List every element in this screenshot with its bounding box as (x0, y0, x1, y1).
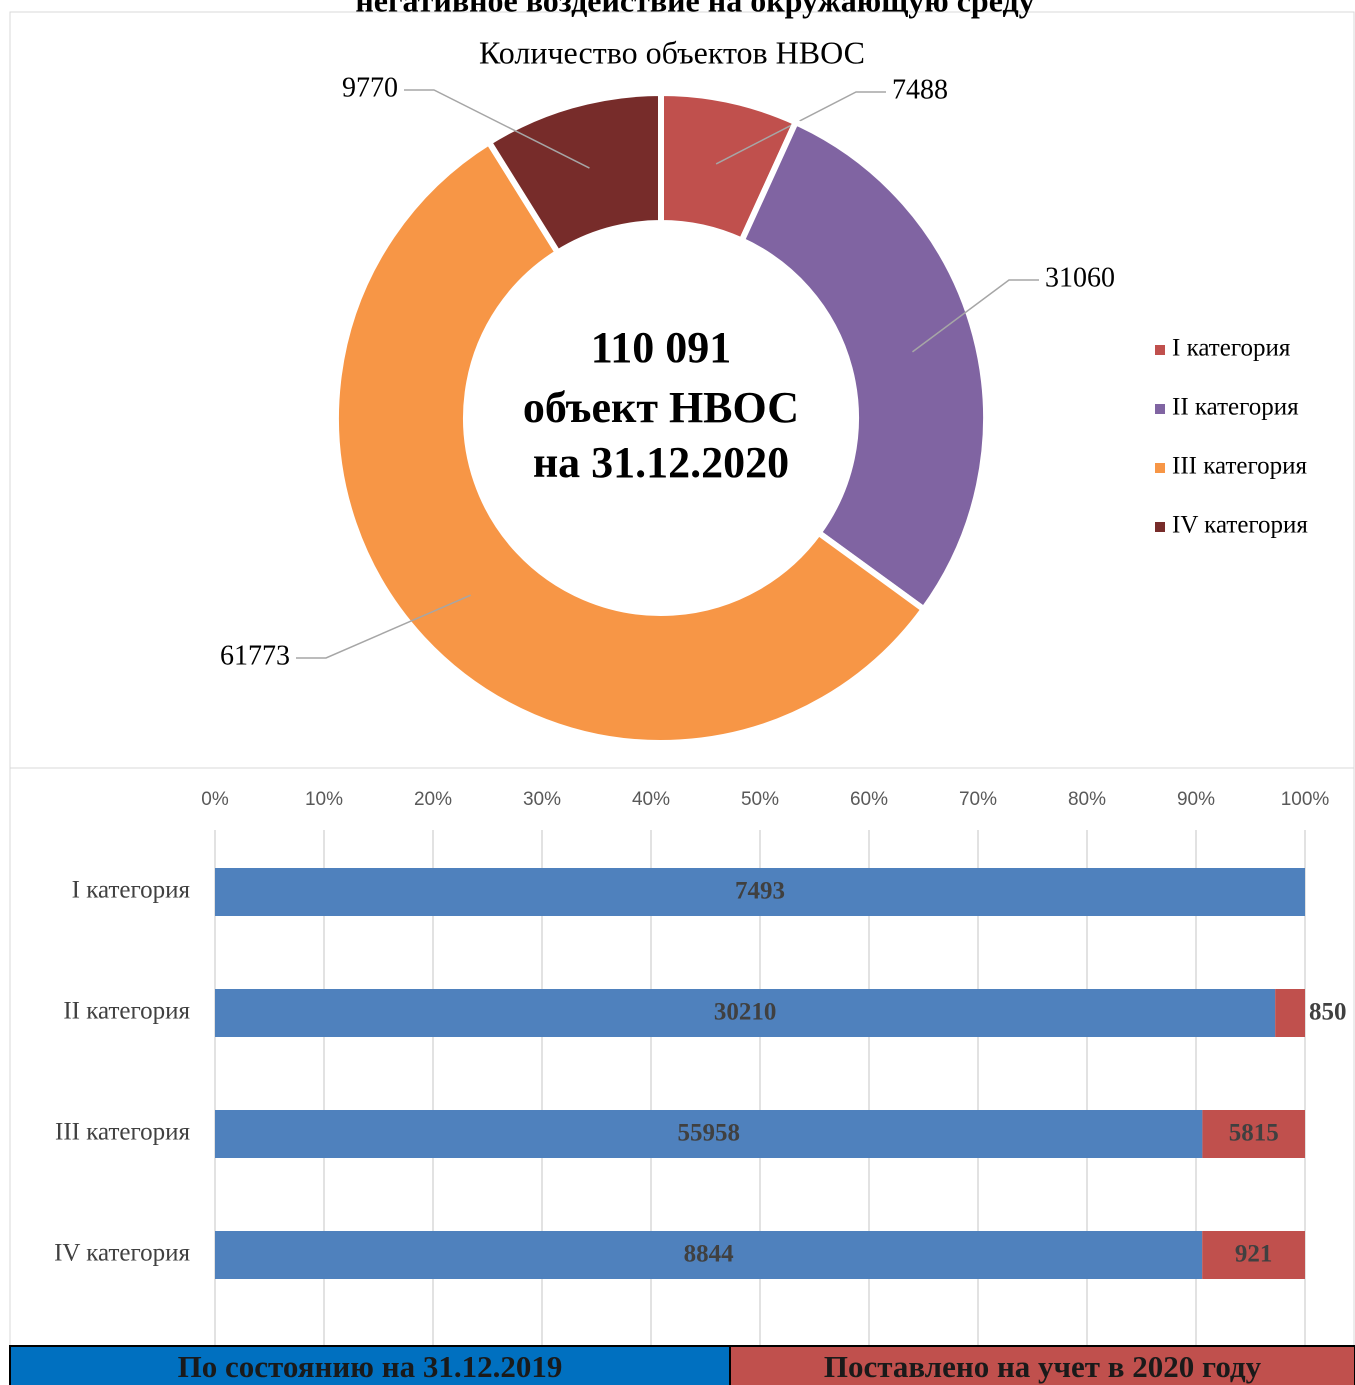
data-label: 7488 (892, 74, 948, 105)
legend-label: I категория (1172, 335, 1291, 362)
data-label: 8844 (684, 1241, 735, 1268)
bar (1275, 989, 1305, 1037)
legend-swatch (1155, 463, 1165, 473)
data-label: 5815 (1229, 1120, 1279, 1147)
legend-label: IV категория (1172, 512, 1308, 539)
donut-slice (484, 89, 664, 257)
bar (1202, 1231, 1305, 1279)
data-label: 850 (1309, 999, 1347, 1026)
x-tick-label: 60% (850, 789, 888, 810)
leader-line (715, 91, 886, 165)
y-tick-label: III категория (55, 1119, 190, 1146)
x-tick-label: 10% (305, 789, 343, 810)
leader-line (404, 89, 590, 169)
bar (215, 1231, 1203, 1279)
legend-label: III категория (1172, 453, 1307, 480)
x-tick-label: 90% (1177, 789, 1215, 810)
bar (215, 1110, 1203, 1158)
bar (215, 989, 1276, 1037)
data-label: 61773 (220, 640, 290, 671)
center-text: объект НВОС (523, 383, 799, 432)
x-tick-label: 70% (959, 789, 997, 810)
center-text: на 31.12.2020 (533, 438, 789, 487)
x-tick-label: 100% (1281, 789, 1330, 810)
legend-swatch (1155, 404, 1165, 414)
legend-label: II категория (1172, 394, 1299, 421)
y-tick-label: I категория (72, 877, 191, 904)
x-tick-label: 80% (1068, 789, 1106, 810)
page-title: негативное воздействие на окружающую сре… (355, 0, 1034, 18)
leader-line (912, 279, 1039, 353)
leader-line (296, 594, 471, 659)
x-tick-label: 20% (414, 789, 452, 810)
data-label: 9770 (342, 72, 398, 103)
data-label: 921 (1235, 1241, 1273, 1268)
bar (215, 868, 1305, 916)
x-tick-label: 50% (741, 789, 779, 810)
legend-swatch (1155, 345, 1165, 355)
x-tick-label: 30% (523, 789, 561, 810)
legend-swatch (1155, 522, 1165, 532)
data-label: 30210 (714, 999, 777, 1026)
center-text: 110 091 (591, 323, 732, 372)
data-label: 55958 (677, 1120, 740, 1147)
data-label: 7493 (735, 878, 785, 905)
x-tick-label: 40% (632, 789, 670, 810)
donut-slice (333, 138, 928, 746)
legend-label: По состоянию на 31.12.2019 (178, 1349, 563, 1384)
donut-title: Количество объектов НВОС (479, 34, 865, 70)
y-tick-label: II категория (63, 998, 190, 1025)
legend-box (729, 1345, 1355, 1385)
donut-slice (737, 118, 989, 614)
legend-label: Поставлено на учет в 2020 году (824, 1349, 1262, 1384)
bar (1202, 1110, 1305, 1158)
y-tick-label: IV категория (54, 1240, 190, 1267)
data-label: 31060 (1045, 262, 1115, 293)
x-tick-label: 0% (201, 789, 229, 810)
